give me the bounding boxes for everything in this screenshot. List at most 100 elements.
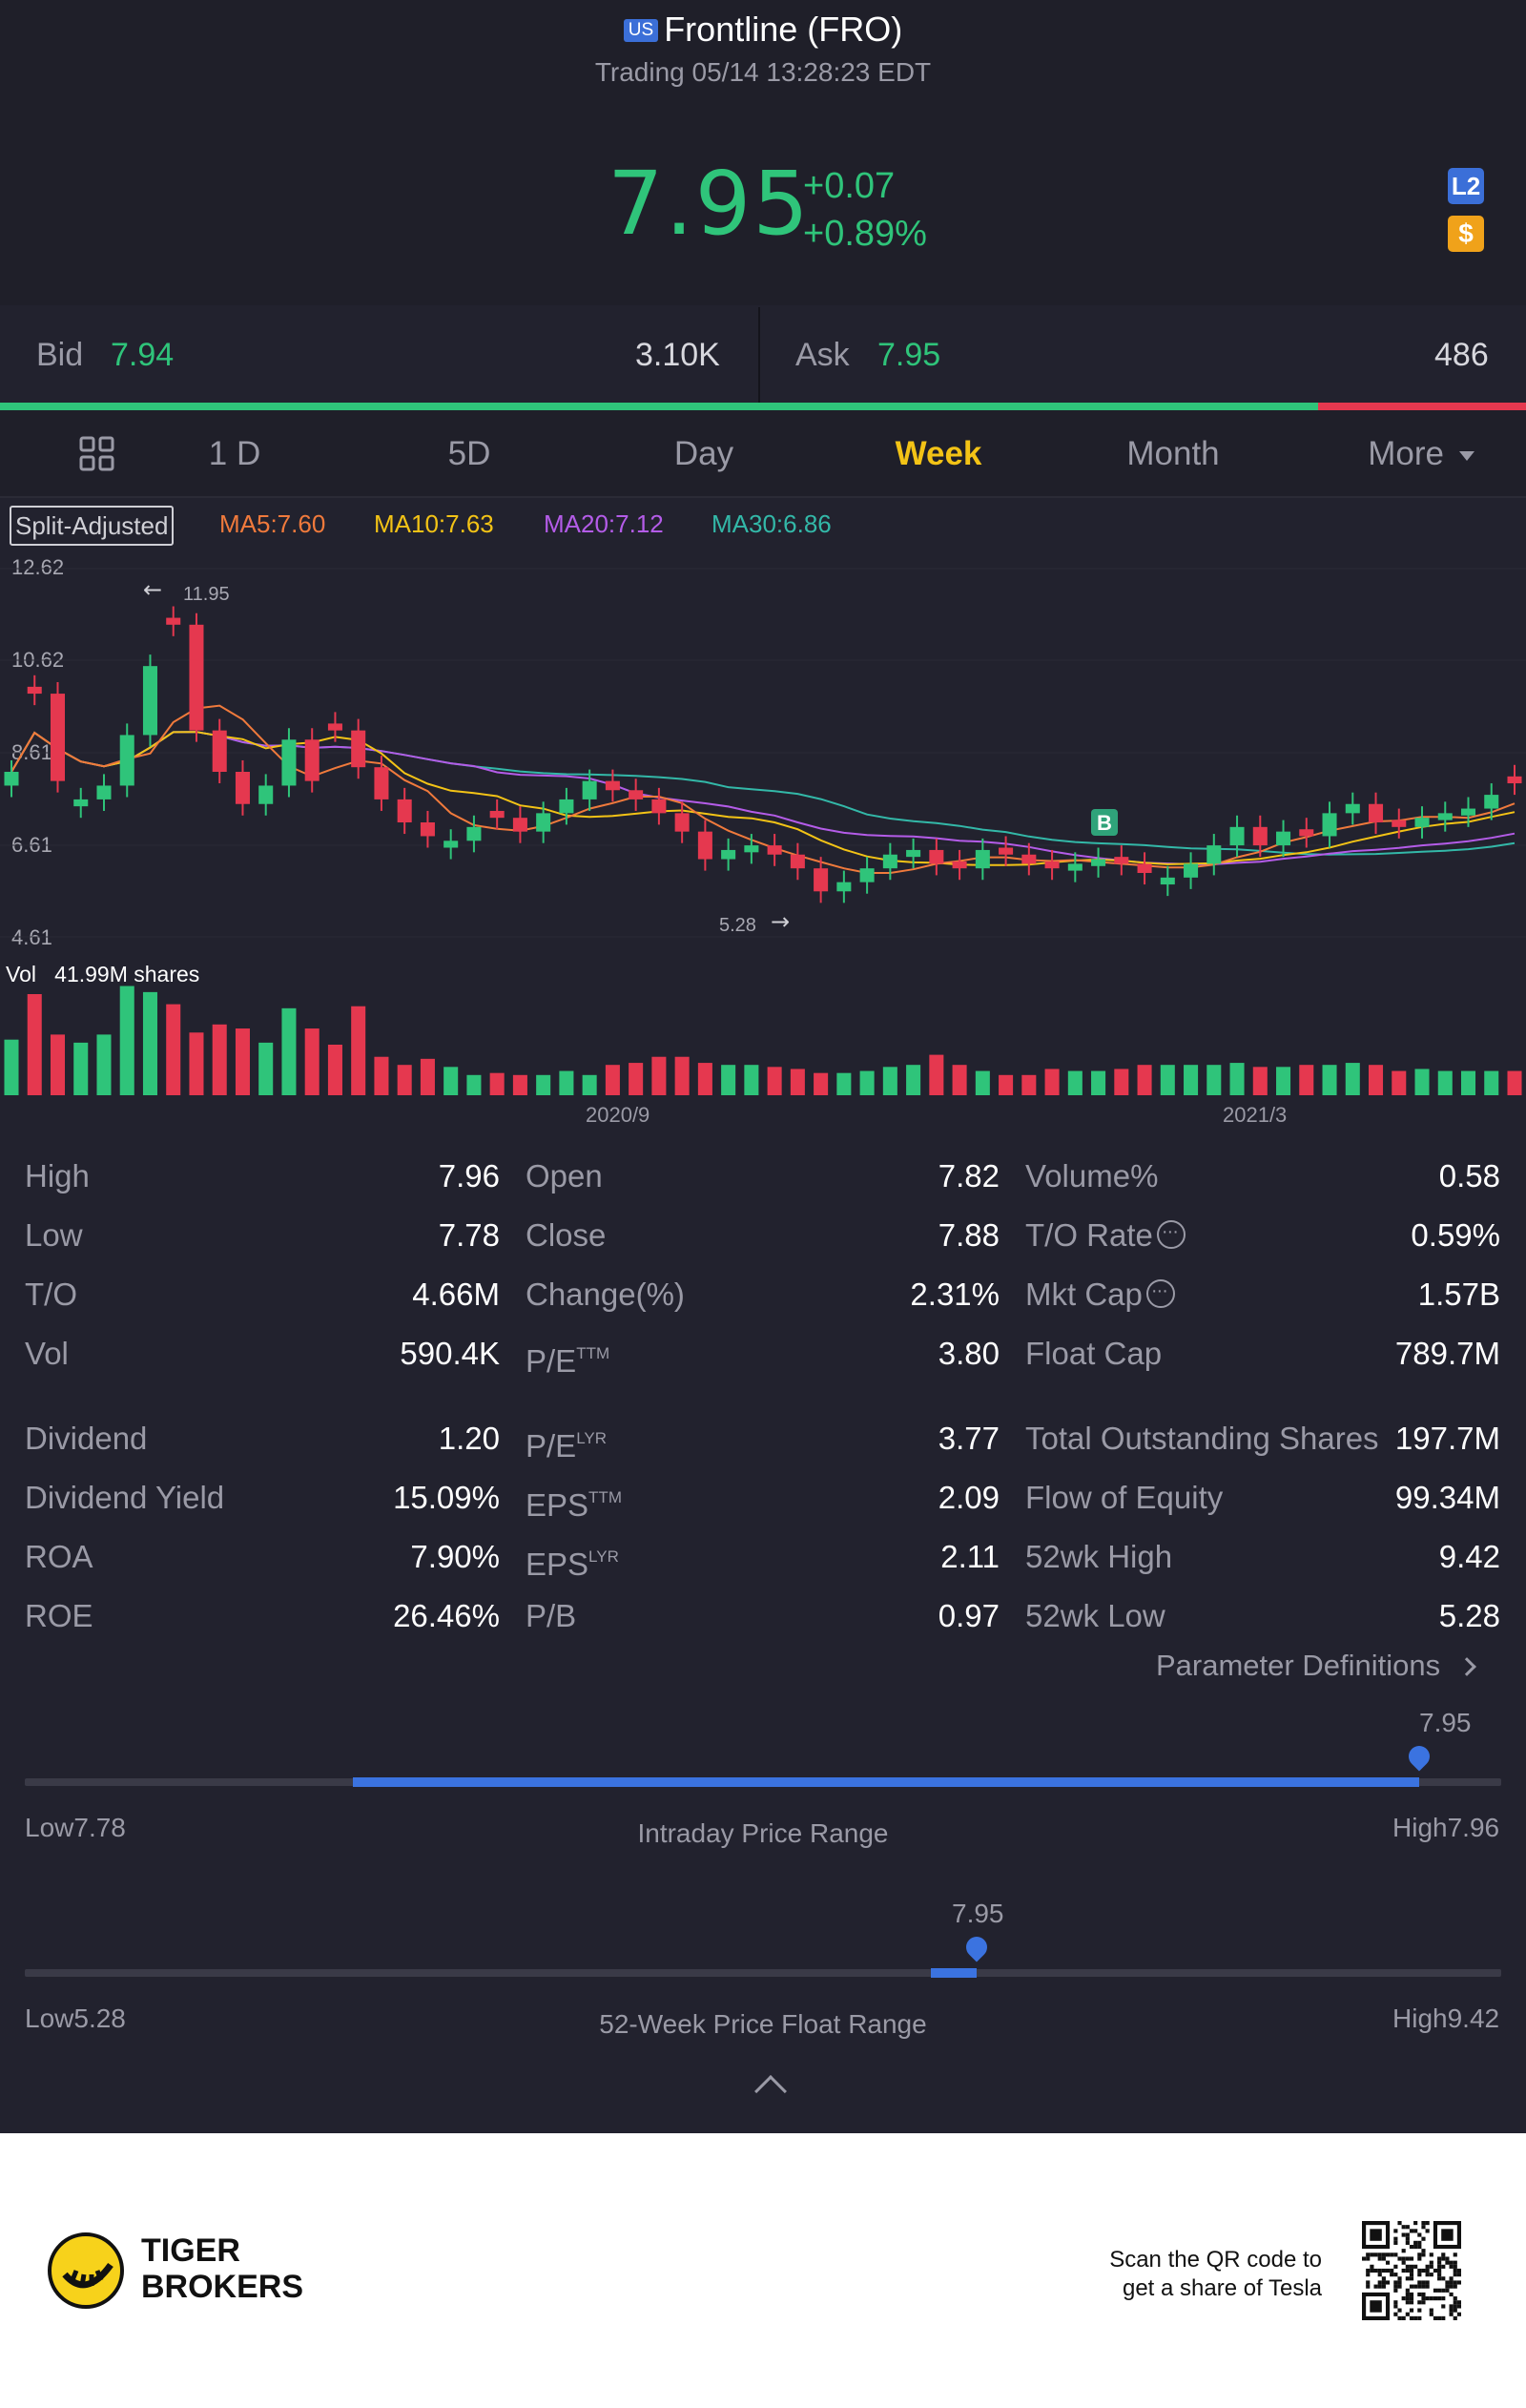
volume-bar xyxy=(1322,1065,1337,1095)
intraday-low: Low7.78 xyxy=(25,1813,126,1842)
bid-ask-bar[interactable]: Bid 7.94 3.10K Ask 7.95 486 xyxy=(0,307,1526,403)
ask-price: 7.95 xyxy=(877,337,941,373)
price-change: +0.07 +0.89% xyxy=(803,162,927,258)
intraday-fill xyxy=(353,1777,1419,1787)
volume-bar xyxy=(1137,1065,1152,1095)
candle xyxy=(836,882,852,892)
stat-value: 7.96 xyxy=(438,1158,500,1194)
stat-label: ROA xyxy=(25,1538,93,1576)
low-marker-value: 5.28 xyxy=(719,915,756,936)
volume-bar xyxy=(374,1056,389,1095)
stat-label-text: ROA xyxy=(25,1539,93,1574)
stat-value: 0.59% xyxy=(1411,1217,1500,1253)
volume-bar xyxy=(1369,1065,1384,1095)
qr-code-icon[interactable] xyxy=(1362,2221,1461,2320)
ma20-line xyxy=(10,731,1516,865)
stat-label: 52wk Low xyxy=(1025,1597,1165,1635)
candle xyxy=(466,826,482,841)
candle xyxy=(4,771,19,786)
parameter-definitions-link[interactable]: Parameter Definitions xyxy=(1156,1649,1476,1683)
volume-bar xyxy=(1160,1065,1175,1095)
stat-label: ROE xyxy=(25,1597,93,1635)
stat-value: 2.11 xyxy=(940,1539,1000,1574)
stat-label-text: ROE xyxy=(25,1598,93,1633)
volume-bar xyxy=(1392,1070,1407,1095)
tiger-logo-icon xyxy=(48,2232,124,2309)
bid-ask-divider xyxy=(758,307,760,403)
stat-value: 0.97 xyxy=(938,1598,1000,1633)
tab-1d[interactable]: 1 D xyxy=(208,435,261,472)
stat-value: 3.80 xyxy=(938,1336,1000,1371)
tab-more[interactable]: More xyxy=(1354,410,1488,498)
volume-bar xyxy=(859,1070,875,1095)
ma10-line xyxy=(10,731,1516,866)
candle xyxy=(1437,813,1453,820)
intraday-high: High7.96 xyxy=(1392,1813,1500,1842)
stat-label-text: EPS xyxy=(526,1547,589,1582)
stat-value: 2.09 xyxy=(938,1480,1000,1515)
volume-bar xyxy=(1507,1070,1522,1095)
stock-title: Frontline (FRO) xyxy=(664,10,903,49)
volume-bar xyxy=(512,1074,527,1095)
candle xyxy=(1160,877,1175,885)
level2-icon[interactable]: L2 xyxy=(1448,168,1484,204)
volume-bar xyxy=(119,986,134,1095)
grid-icon[interactable] xyxy=(71,410,124,498)
intraday-marker-icon xyxy=(1404,1741,1434,1772)
candle xyxy=(50,694,66,781)
collapse-chevron-icon[interactable] xyxy=(754,2075,787,2107)
tab-month[interactable]: Month xyxy=(1126,435,1220,472)
volume-label: Vol 41.99M shares xyxy=(6,962,199,987)
stat-label-text: 52wk Low xyxy=(1025,1598,1165,1633)
candle xyxy=(1414,818,1430,827)
candlestick-chart[interactable]: ← 11.95 5.28 → B 2020/9 2021/3 xyxy=(0,500,1526,1130)
volume-bar xyxy=(212,1024,227,1095)
change-percent: +0.89% xyxy=(803,214,927,254)
volume-bar xyxy=(1229,1063,1245,1095)
volume-bar xyxy=(559,1070,574,1095)
tab-week[interactable]: Week xyxy=(895,435,982,472)
stat-label-text: Flow of Equity xyxy=(1025,1480,1224,1515)
stat-value: 3.77 xyxy=(938,1421,1000,1456)
dollar-icon[interactable]: $ xyxy=(1448,216,1484,252)
tab-day[interactable]: Day xyxy=(673,435,734,472)
ma10-label: MA10:7.63 xyxy=(374,509,494,538)
tab-5d[interactable]: 5D xyxy=(447,435,491,472)
bid-ratio-bar xyxy=(0,403,1318,410)
candle xyxy=(1460,808,1476,816)
stat-label-text: P/B xyxy=(526,1598,577,1633)
trading-status: Trading 05/14 13:28:23 EDT xyxy=(594,57,932,87)
candle xyxy=(790,854,805,869)
volume-bar xyxy=(351,1006,366,1095)
candle xyxy=(1252,826,1268,846)
quote-header: US Frontline (FRO) Trading 05/14 13:28:23… xyxy=(0,0,1526,305)
candle xyxy=(1345,803,1360,814)
candle xyxy=(1044,861,1060,869)
volume-bar xyxy=(327,1045,342,1095)
split-adjusted-toggle[interactable]: Split-Adjusted xyxy=(10,506,175,546)
info-icon[interactable] xyxy=(1145,1272,1175,1310)
last-price: 7.95 xyxy=(608,153,811,255)
stat-value: 4.66M xyxy=(412,1277,500,1312)
week52-marker-icon xyxy=(961,1932,992,1962)
stat-label: Flow of Equity xyxy=(1025,1479,1223,1517)
candle xyxy=(304,739,320,781)
vol-value: 41.99M shares xyxy=(54,962,200,986)
volume-bar xyxy=(1484,1070,1499,1095)
stat-label: EPSTTM xyxy=(526,1479,622,1525)
stat-label: 52wk High xyxy=(1025,1538,1172,1576)
info-icon[interactable] xyxy=(1156,1213,1186,1251)
stat-label: Change(%) xyxy=(526,1276,685,1314)
x-tick-label: 2021/3 xyxy=(1223,1103,1287,1127)
volume-bar xyxy=(166,1004,181,1095)
chart-period-tabs: 1 D 5D Day Week Month More xyxy=(0,410,1526,498)
candle xyxy=(1206,845,1222,864)
stat-label: Dividend xyxy=(25,1420,147,1458)
stat-label: Open xyxy=(526,1157,603,1195)
volume-bar xyxy=(1021,1074,1037,1095)
stat-label-text: Dividend xyxy=(25,1421,148,1456)
volume-bar xyxy=(466,1074,482,1095)
stat-label-text: Low xyxy=(25,1217,83,1253)
volume-bar xyxy=(4,1039,19,1095)
volume-bar xyxy=(744,1065,759,1095)
